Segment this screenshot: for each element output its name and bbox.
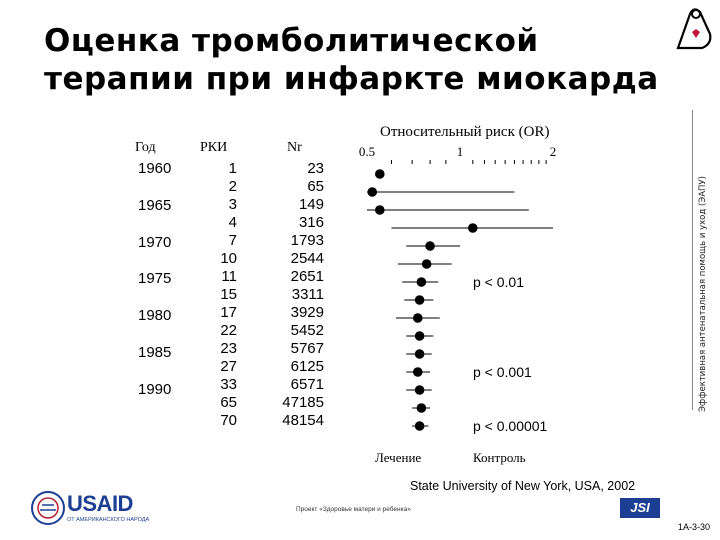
usaid-logo: USAID (67, 491, 133, 516)
rct-cell: 1 (228, 160, 237, 177)
title-line-1: Оценка тромболитической (44, 23, 539, 59)
rct-cell: 70 (220, 412, 237, 429)
or-point (414, 421, 425, 431)
nr-cell: 3311 (291, 286, 324, 303)
or-point (414, 385, 425, 395)
nr-cell: 3929 (290, 304, 324, 321)
rct-cell: 11 (221, 268, 237, 285)
year-cell: 1965 (138, 196, 172, 214)
year-cell: 1985 (138, 343, 172, 361)
or-point (374, 169, 385, 179)
or-point (425, 241, 435, 251)
p-value-label: p < 0.001 (473, 364, 532, 380)
nr-column: 23 65 149 316 1793 2544 2651 3311 3929 5452 5767 61… (262, 160, 324, 430)
nr-cell: 47185 (282, 394, 324, 411)
project-name: Проект «Здоровье матери и ребенка» (296, 506, 411, 513)
nr-cell: 5767 (290, 340, 324, 357)
chart-title: Относительный риск (OR) (380, 124, 549, 140)
nr-cell: 6571 (290, 376, 324, 393)
rct-column: 1 2 3 4 7 10 11 15 17 22 23 27 33 65 70 (205, 160, 237, 430)
or-point (414, 295, 425, 305)
rct-cell: 10 (220, 250, 237, 267)
year-cell: 1970 (138, 233, 172, 251)
or-point (467, 223, 478, 233)
year-cell: 1980 (138, 307, 172, 325)
x-tick-label: 1 (457, 144, 464, 159)
nr-cell: 48154 (282, 412, 324, 429)
mother-child-logo-icon (676, 8, 712, 50)
nr-cell: 2544 (290, 250, 324, 267)
nr-cell: 149 (298, 196, 324, 213)
side-divider (692, 110, 693, 410)
or-point (416, 403, 427, 413)
x-tick-label: 2 (550, 144, 557, 159)
header-rct: РКИ (200, 140, 228, 155)
rct-cell: 17 (220, 304, 237, 321)
or-point (367, 187, 378, 197)
rct-cell: 4 (228, 214, 237, 231)
p-value-label: p < 0.00001 (473, 418, 548, 434)
header-year: Год (135, 140, 156, 155)
page-number: 1A-3-30 (678, 522, 711, 532)
or-point (416, 277, 427, 287)
side-caption: Эффективная антенатальная помощь и уход … (698, 176, 708, 412)
rct-cell: 27 (220, 358, 237, 375)
rct-cell: 23 (220, 340, 237, 357)
nr-cell: 6125 (290, 358, 324, 375)
nr-cell: 65 (307, 178, 324, 195)
nr-cell: 23 (307, 160, 324, 177)
title-line-2: терапии при инфаркте миокарда (44, 61, 659, 97)
nr-cell: 316 (298, 214, 324, 231)
x-footer-left: Лечение (375, 450, 421, 465)
usaid-tagline: ОТ АМЕРИКАНСКОГО НАРОДА (67, 517, 150, 523)
slide-title: Оценка тромболитической терапии при инфа… (44, 22, 659, 98)
rct-cell: 65 (220, 394, 237, 411)
rct-cell: 15 (220, 286, 237, 303)
forest-plot: Относительный риск (OR) 0.5 1 2 p < 0.01 p < … (359, 124, 557, 465)
or-point (412, 313, 423, 323)
rct-cell: 33 (220, 376, 237, 393)
nr-cell: 1793 (290, 232, 324, 249)
source-note: State University of New York, USA, 2002 (410, 479, 636, 493)
or-point (374, 205, 385, 215)
nr-cell: 5452 (290, 322, 324, 339)
year-cell: 1975 (138, 270, 172, 288)
usaid-seal-icon (31, 491, 65, 525)
year-cell: 1990 (138, 380, 172, 398)
x-footer-right: Контроль (473, 450, 526, 465)
x-tick-label: 0.5 (359, 144, 375, 159)
rct-cell: 7 (228, 232, 237, 249)
year-column: 1960 1965 1970 1975 1980 1985 1990 (138, 160, 188, 418)
or-point (412, 367, 423, 377)
jsi-logo: JSI (620, 498, 660, 518)
nr-cell: 2651 (290, 268, 324, 285)
p-value-label: p < 0.01 (473, 274, 524, 290)
or-point (414, 349, 425, 359)
or-point (421, 259, 432, 269)
header-nr: Nr (287, 140, 302, 155)
or-point (414, 331, 425, 341)
year-cell: 1960 (138, 160, 172, 177)
rct-cell: 3 (228, 196, 237, 213)
rct-cell: 2 (228, 178, 237, 195)
rct-cell: 22 (220, 322, 237, 339)
